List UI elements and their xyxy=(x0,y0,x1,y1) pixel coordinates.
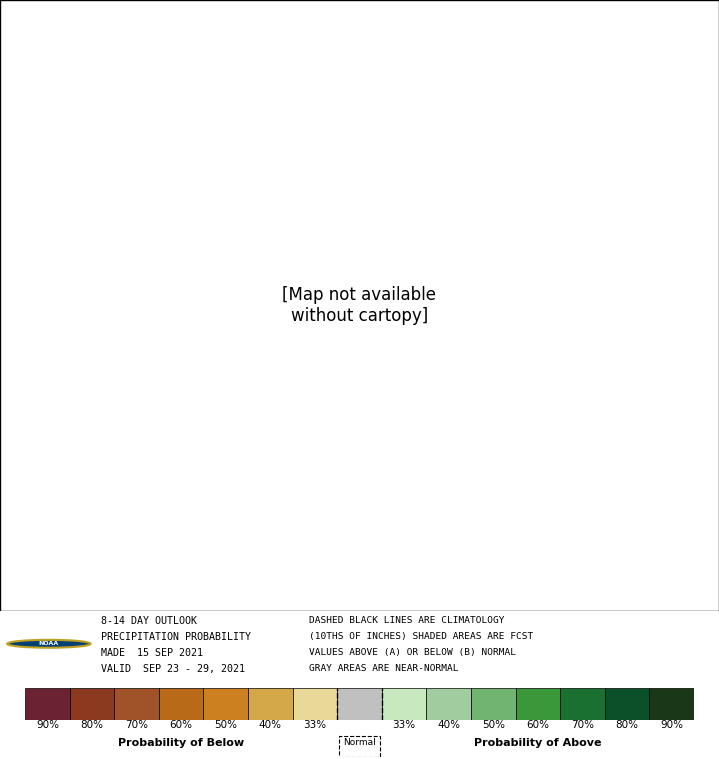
Text: 90%: 90% xyxy=(660,720,683,730)
Bar xyxy=(25,688,70,720)
Bar xyxy=(203,688,248,720)
Bar xyxy=(248,688,293,720)
Bar xyxy=(471,688,516,720)
Text: Probability of Above: Probability of Above xyxy=(474,738,602,748)
Text: 8-14 DAY OUTLOOK: 8-14 DAY OUTLOOK xyxy=(101,616,197,626)
Text: 60%: 60% xyxy=(170,720,193,730)
Text: Normal: Normal xyxy=(343,738,376,747)
Text: 40%: 40% xyxy=(437,720,460,730)
Bar xyxy=(560,688,605,720)
Bar xyxy=(516,688,560,720)
Text: 90%: 90% xyxy=(36,720,59,730)
Text: VALID  SEP 23 - 29, 2021: VALID SEP 23 - 29, 2021 xyxy=(101,663,244,673)
Text: NOAA: NOAA xyxy=(39,641,59,646)
Text: 33%: 33% xyxy=(393,720,416,730)
Text: 40%: 40% xyxy=(259,720,282,730)
Bar xyxy=(605,688,649,720)
Text: 50%: 50% xyxy=(482,720,505,730)
Text: GRAY AREAS ARE NEAR-NORMAL: GRAY AREAS ARE NEAR-NORMAL xyxy=(309,663,459,672)
Text: PRECIPITATION PROBABILITY: PRECIPITATION PROBABILITY xyxy=(101,632,251,642)
Text: DASHED BLACK LINES ARE CLIMATOLOGY: DASHED BLACK LINES ARE CLIMATOLOGY xyxy=(309,616,505,625)
Bar xyxy=(293,688,337,720)
Text: 80%: 80% xyxy=(615,720,638,730)
Bar xyxy=(337,688,382,720)
Text: 33%: 33% xyxy=(303,720,326,730)
Text: 70%: 70% xyxy=(571,720,594,730)
Bar xyxy=(649,688,694,720)
Text: 70%: 70% xyxy=(125,720,148,730)
Bar xyxy=(426,688,471,720)
Text: (10THS OF INCHES) SHADED AREAS ARE FCST: (10THS OF INCHES) SHADED AREAS ARE FCST xyxy=(309,632,533,641)
Text: Probability of Below: Probability of Below xyxy=(118,738,244,748)
Text: MADE  15 SEP 2021: MADE 15 SEP 2021 xyxy=(101,648,203,658)
Circle shape xyxy=(7,640,91,647)
Bar xyxy=(382,688,426,720)
Text: VALUES ABOVE (A) OR BELOW (B) NORMAL: VALUES ABOVE (A) OR BELOW (B) NORMAL xyxy=(309,648,516,657)
Text: 50%: 50% xyxy=(214,720,237,730)
Bar xyxy=(159,688,203,720)
Bar xyxy=(70,688,114,720)
Bar xyxy=(114,688,159,720)
Text: [Map not available
without cartopy]: [Map not available without cartopy] xyxy=(283,286,436,325)
Text: 80%: 80% xyxy=(81,720,104,730)
Text: 60%: 60% xyxy=(526,720,549,730)
Bar xyxy=(0,0,719,611)
